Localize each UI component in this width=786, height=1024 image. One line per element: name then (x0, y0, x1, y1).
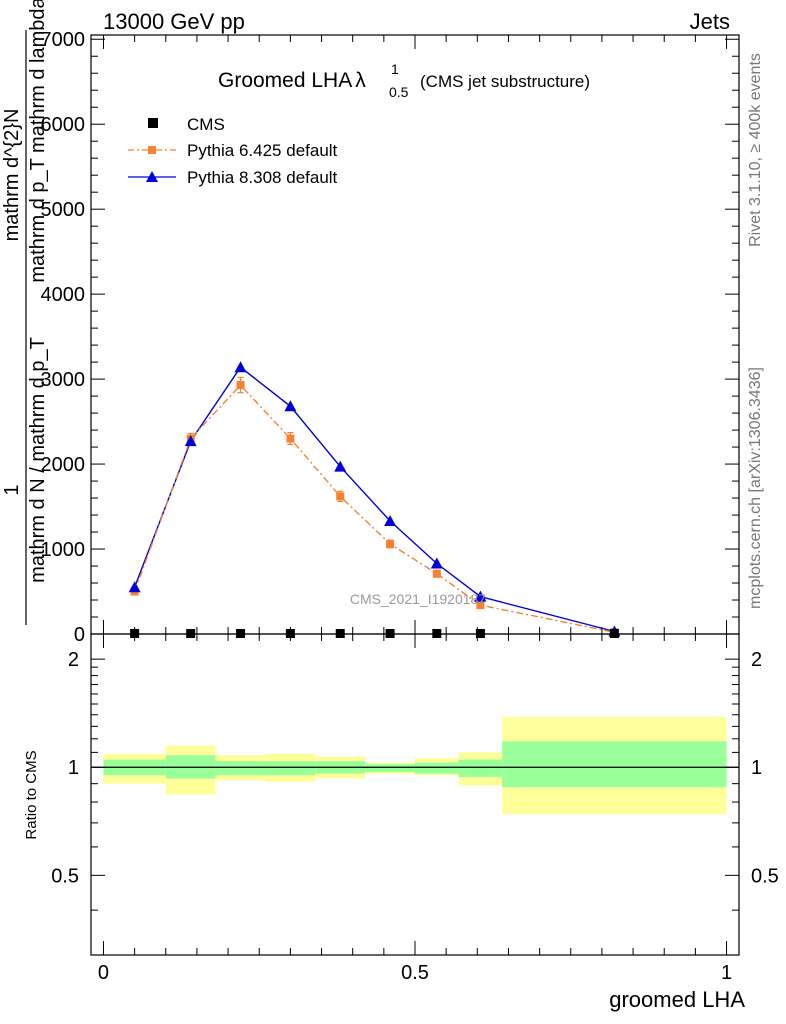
ratio-plot: 0.5 0.5 1 1 2 2 0 0.5 1 (51, 633, 779, 984)
legend-label-cms: CMS (187, 115, 225, 134)
y-tick-label: 0 (74, 624, 85, 646)
legend-label-pythia6: Pythia 6.425 default (187, 141, 338, 160)
pythia8-point (184, 435, 197, 447)
rivet-version-label: Rivet 3.1.10, ≥ 400k events (747, 53, 764, 247)
energy-label: 13000 GeV pp (103, 9, 245, 34)
ratio-y-tick-label: 1 (68, 757, 79, 779)
pythia8-point (284, 400, 297, 412)
ratio-y-tick-label: 0.5 (51, 865, 79, 887)
pythia8-point (128, 581, 141, 593)
ratio-y-tick-label: 2 (68, 649, 79, 671)
ratio-stat-uncertainty-band (415, 762, 459, 774)
ratio-stat-uncertainty-band (215, 761, 266, 776)
main-plot: 0 1000 2000 3000 4000 5000 6000 7000 (41, 29, 740, 646)
pythia6-point (336, 492, 345, 501)
x-tick-label: 0.5 (401, 962, 429, 984)
ylabel-prefix-denominator: mathrm d N / mathrm d p_T (27, 337, 49, 583)
pythia6-point (286, 434, 295, 443)
ylabel-prefix-numerator: 1 (1, 484, 23, 495)
y-tick-label: 3000 (41, 369, 86, 391)
analysis-watermark: CMS_2021_I1920187 (350, 591, 486, 607)
title-main: Groomed LHA (218, 69, 352, 92)
legend-marker-pythia6 (148, 146, 156, 154)
legend-marker-pythia8 (146, 171, 158, 182)
legend: CMS Pythia 6.425 default Pythia 8.308 de… (128, 115, 338, 187)
pythia6-point (476, 601, 485, 610)
ratio-stat-uncertainty-band (458, 759, 503, 777)
ratio-y-tick-label-right: 1 (751, 757, 762, 779)
ylabel-denominator: mathrm d p_T mathrm d lambda (27, 0, 49, 283)
ratio-stat-uncertainty-band (365, 764, 415, 772)
x-tick-label: 1 (721, 962, 732, 984)
y-tick-label: 2000 (41, 454, 86, 476)
ratio-y-tick-label-right: 0.5 (751, 865, 779, 887)
pythia8-point (234, 361, 247, 373)
pythia6-point (386, 539, 395, 548)
chart-title: Groomed LHA λ 1 0.5 (CMS jet substructure… (218, 61, 590, 100)
ratio-stat-uncertainty-band (265, 761, 316, 776)
x-tick-label: 0 (98, 962, 109, 984)
pythia8-point (474, 590, 487, 602)
y-tick-label: 5000 (41, 199, 86, 221)
main-y-axis-label: mathrm d^{2}N mathrm d p_T mathrm d lamb… (1, 0, 49, 625)
pythia8-point (430, 557, 443, 569)
legend-label-pythia8: Pythia 8.308 default (187, 168, 338, 187)
y-tick-label: 6000 (41, 114, 86, 136)
title-lambda: λ (355, 69, 366, 92)
ratio-y-axis-label: Ratio to CMS (23, 750, 40, 839)
title-subscript: 0.5 (389, 84, 409, 100)
y-tick-label: 4000 (41, 284, 86, 306)
mcplots-source-label: mcplots.cern.ch [arXiv:1306.3436] (747, 367, 764, 609)
title-superscript: 1 (391, 61, 399, 77)
ylabel-numerator: mathrm d^{2}N (1, 109, 23, 242)
title-suffix: (CMS jet substructure) (420, 72, 590, 91)
pythia8-point (334, 460, 347, 472)
ratio-stat-uncertainty-band (502, 741, 727, 788)
legend-marker-cms (148, 118, 158, 128)
ratio-y-tick-label-right: 2 (751, 649, 762, 671)
x-axis-label: groomed LHA (609, 987, 745, 1012)
y-tick-label: 7000 (41, 29, 86, 51)
process-label: Jets (690, 9, 730, 34)
pythia6-point (432, 569, 441, 578)
pythia6-point (236, 381, 245, 390)
y-tick-label: 1000 (41, 539, 86, 561)
pythia8-point (384, 514, 397, 526)
